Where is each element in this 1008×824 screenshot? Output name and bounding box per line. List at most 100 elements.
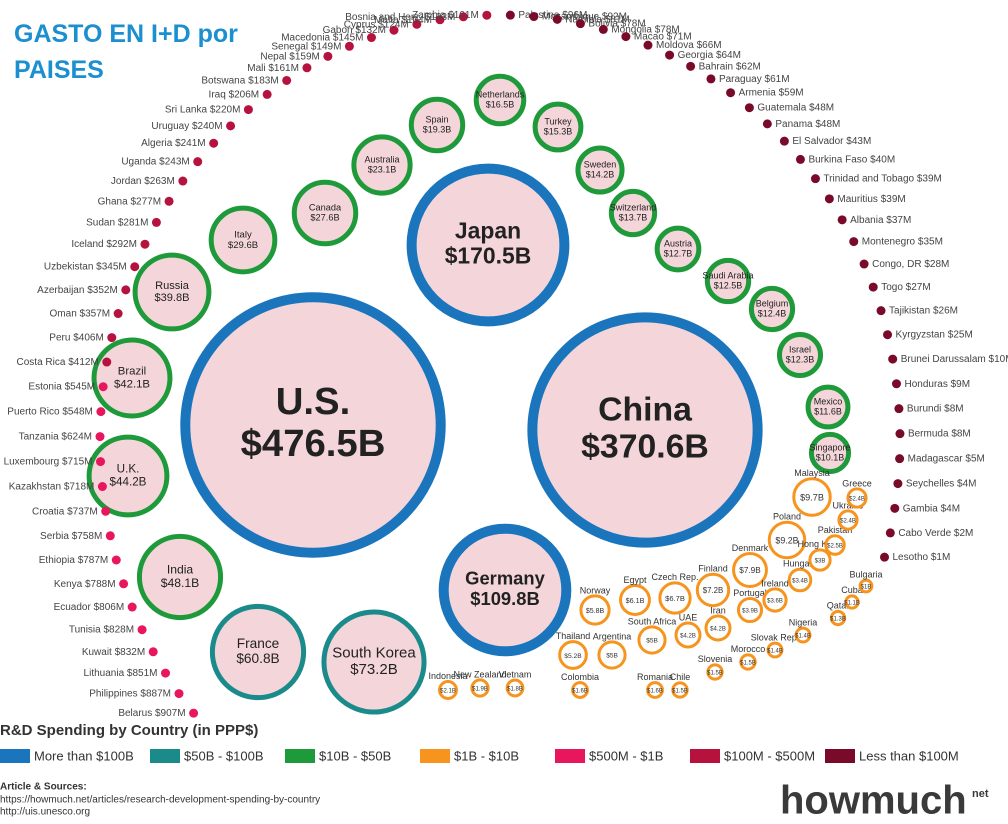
country-value: $40M — [870, 154, 895, 165]
country-value: $132M — [355, 25, 386, 36]
bubble-value: $476.5B — [241, 422, 386, 465]
country-value: $78M — [655, 24, 680, 35]
dot-label: Azerbaijan $352M — [37, 285, 118, 296]
dot-label: Panama $48M — [775, 119, 840, 130]
bubble-name: Morocco — [731, 644, 766, 654]
bubble — [787, 567, 813, 593]
country-value: $357M — [80, 308, 111, 319]
country-name: Ghana — [98, 196, 128, 207]
country-name: Mauritius — [837, 193, 878, 204]
dot-label: Algeria $241M — [141, 138, 206, 149]
dot — [435, 15, 445, 25]
legend-label: $100M - $500M — [724, 748, 815, 763]
dot — [891, 379, 901, 389]
bubble-value: $19.3B — [423, 124, 452, 134]
dot — [552, 14, 562, 24]
country-value: $292M — [106, 239, 137, 250]
dot-label: Guatemala $48M — [757, 102, 834, 113]
dot-label: Nepal $159M — [260, 51, 320, 62]
country-value: $8M — [944, 403, 963, 414]
country-name: Mozambique — [542, 11, 600, 22]
bubble — [732, 552, 768, 588]
bubble-value: $6.1B — [626, 596, 645, 605]
dot-label: Botswana $183M — [201, 75, 278, 86]
bubble-value: $12.4B — [758, 308, 787, 318]
dot — [96, 457, 106, 467]
bubble-name: South Korea — [332, 645, 416, 662]
dot-label: Sri Lanka $220M — [165, 104, 241, 115]
bubble-name: Slovenia — [698, 654, 733, 664]
bubble-name: Slovak Rep. — [751, 632, 800, 642]
country-value: $39M — [917, 173, 942, 184]
dot-label: Georgia $64M — [678, 50, 741, 61]
dot-label: Mauritius $39M — [837, 193, 905, 204]
bubble-name: Sweden — [584, 159, 617, 169]
logo: howmuch — [780, 779, 967, 823]
country-value: $183M — [248, 75, 279, 86]
dot-label: Kazakhstan $718M — [9, 481, 95, 492]
country-value: $124M — [378, 19, 409, 30]
bubble-value: $7.2B — [703, 586, 723, 595]
dot — [243, 105, 253, 115]
bubble — [808, 548, 832, 572]
country-name: Cyprus — [344, 19, 376, 30]
bubble-name: Indonesia — [428, 671, 467, 681]
bubble-name: South Africa — [628, 616, 677, 626]
source-url: https://howmuch.net/articles/research-de… — [0, 795, 320, 806]
country-name: Philippines — [89, 688, 137, 699]
country-name: Kenya — [54, 578, 83, 589]
dot-label: Mongolia $78M — [611, 24, 679, 35]
country-name: Senegal — [271, 41, 308, 52]
bubble-value: $9.2B — [775, 535, 798, 545]
country-name: Congo, DR — [872, 259, 921, 270]
country-value: $35M — [918, 236, 943, 247]
country-name: Seychelles — [906, 478, 954, 489]
bubble-name: Australia — [364, 154, 399, 164]
dot-label: Togo $27M — [881, 282, 930, 293]
bubble-name: Chile — [670, 672, 691, 682]
dot-label: Croatia $737M — [32, 506, 98, 517]
country-value: $851M — [127, 668, 158, 679]
country-name: Burkina Faso — [808, 154, 867, 165]
dot — [893, 479, 903, 489]
bubble-name: Nigeria — [789, 617, 818, 627]
bubble — [704, 257, 752, 305]
bubble-name: Greece — [842, 478, 872, 488]
dot-label: Trinidad and Tobago $39M — [823, 173, 941, 184]
country-name: Macao — [634, 31, 664, 42]
dot — [95, 432, 105, 442]
dot-label: Zambia $101M — [412, 10, 479, 21]
dot — [665, 50, 675, 60]
bubble-name: France — [237, 636, 280, 651]
country-value: $352M — [87, 285, 118, 296]
bubble — [654, 225, 702, 273]
dot-label: Macedonia $145M — [281, 32, 363, 43]
bubble-value: $14.2B — [586, 169, 615, 179]
dot — [389, 25, 399, 35]
bubble-name: Belgium — [756, 298, 789, 308]
country-value: $39M — [881, 193, 906, 204]
country-name: Zambia — [412, 10, 446, 21]
country-name: Kazakhstan — [9, 481, 61, 492]
bubble-value: $370.6B — [581, 428, 709, 466]
dot — [883, 330, 893, 340]
dot-label: Jordan $263M — [111, 176, 175, 187]
bubble-value: $1.3B — [830, 617, 846, 623]
country-value: $48M — [815, 119, 840, 130]
bubble-value: $4.2B — [680, 634, 696, 640]
bubble — [844, 594, 860, 610]
country-value: $25M — [948, 329, 973, 340]
bubble-name: Mexico — [814, 396, 843, 406]
dot-label: Kyrgyzstan $25M — [896, 329, 973, 340]
country-name: Palestine — [518, 10, 560, 21]
dot-label: Burkina Faso $40M — [808, 154, 895, 165]
country-value: $241M — [175, 138, 206, 149]
dot — [643, 40, 653, 50]
dot — [98, 382, 108, 392]
bubble — [805, 384, 851, 430]
bubble-name: Hong Kong — [797, 539, 842, 549]
legend-label: $50B - $100B — [184, 748, 264, 763]
bubble — [837, 509, 859, 531]
bubble — [470, 678, 490, 698]
dot-label: Tanzania $624M — [19, 431, 92, 442]
